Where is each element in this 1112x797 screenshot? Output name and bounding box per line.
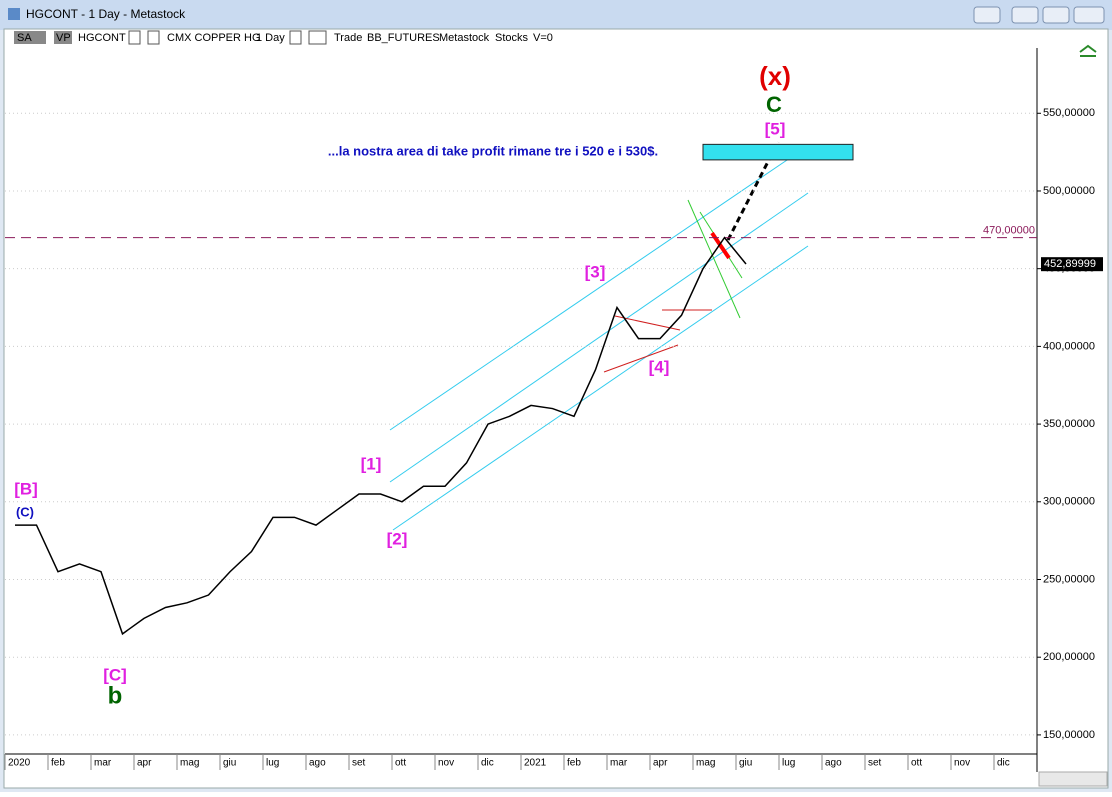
y-tick-label: 400,00000 [1043,340,1095,352]
wave-label: [4] [649,357,670,376]
close-button[interactable] [1073,6,1105,24]
x-tick-label: nov [954,758,970,769]
x-tick-label: ott [911,758,922,769]
x-tick-label: lug [782,758,795,769]
toolbar-item: Trade [334,32,362,44]
channel-line [389,157,791,431]
tool-icon[interactable] [1079,44,1097,57]
dropdown[interactable] [128,30,141,45]
wave-label: [3] [585,262,606,281]
x-tick-label: mag [696,758,715,769]
wave-label: (C) [16,504,34,519]
price-line [15,236,747,636]
sa-button[interactable] [14,31,46,44]
x-tick-label: apr [137,758,152,769]
wave-label: [2] [387,529,408,548]
x-tick-label: feb [51,758,65,769]
toolbar-item: VP [56,32,71,44]
toolbar-item: CMX COPPER HG [167,32,261,44]
menu-button[interactable] [973,6,1001,24]
dropdown[interactable] [308,30,327,45]
y-tick-label: 250,00000 [1043,573,1095,585]
last-price-label: 452,89999 [1044,258,1096,270]
x-tick-label: dic [481,758,494,769]
channel-line [389,192,809,483]
toolbar-item: Metastock [439,32,490,44]
scrollbar[interactable] [1038,771,1108,787]
toolbar-item: 1 Day [256,32,285,44]
x-tick-label: ott [395,758,406,769]
toolbar-item: SA [17,32,32,44]
x-tick-label: 2021 [524,758,547,769]
dropdown[interactable] [289,30,302,45]
x-tick-label: 2020 [8,758,31,769]
x-tick-label: mar [610,758,628,769]
vp-button[interactable] [54,31,72,44]
maximize-button[interactable] [1042,6,1070,24]
toolbar-item: Stocks [495,32,529,44]
wave-label: b [108,682,123,709]
dropdown[interactable] [147,30,160,45]
x-tick-label: set [868,758,882,769]
last-price-box [1041,257,1103,272]
x-tick-label: dic [997,758,1010,769]
window-title: HGCONT - 1 Day - Metastock [26,7,186,21]
wave-label: (x) [759,61,791,91]
target-zone [702,143,854,161]
y-tick-label: 350,00000 [1043,418,1095,430]
wave-label: [B] [14,479,38,498]
x-tick-label: ago [825,758,842,769]
x-tick-label: apr [653,758,668,769]
y-tick-label: 550,00000 [1043,107,1095,119]
y-tick-label: 500,00000 [1043,185,1095,197]
x-tick-label: mag [180,758,199,769]
y-tick-label: 300,00000 [1043,496,1095,508]
x-tick-label: mar [94,758,112,769]
wedge-line [687,199,741,319]
reference-label: 470,00000 [983,225,1035,237]
app-icon [8,8,20,20]
x-tick-label: giu [223,758,236,769]
toolbar-item: BB_FUTURES [367,32,440,44]
toolbar: SA VP HGCONT CMX COPPER HG 1 Day Trade B… [14,30,553,45]
channel-line [392,245,809,531]
x-tick-label: set [352,758,366,769]
x-tick-label: feb [567,758,581,769]
triangle-line [603,344,679,373]
x-tick-label: ago [309,758,326,769]
x-tick-label: nov [438,758,454,769]
wave-label: [C] [103,665,127,684]
wave-label: [5] [765,119,786,138]
x-tick-label: lug [266,758,279,769]
wave-label: C [766,92,782,117]
x-tick-label: giu [739,758,752,769]
wave-label: [1] [361,454,382,473]
toolbar-item: V=0 [533,32,553,44]
chart-pane [3,28,1109,789]
y-tick-label: 200,00000 [1043,651,1095,663]
y-tick-label: 150,00000 [1043,729,1095,741]
minimize-button[interactable] [1011,6,1039,24]
title-bar [0,0,1112,30]
toolbar-item: HGCONT [78,32,126,44]
wave-label: ...la nostra area di take profit rimane … [328,143,658,158]
